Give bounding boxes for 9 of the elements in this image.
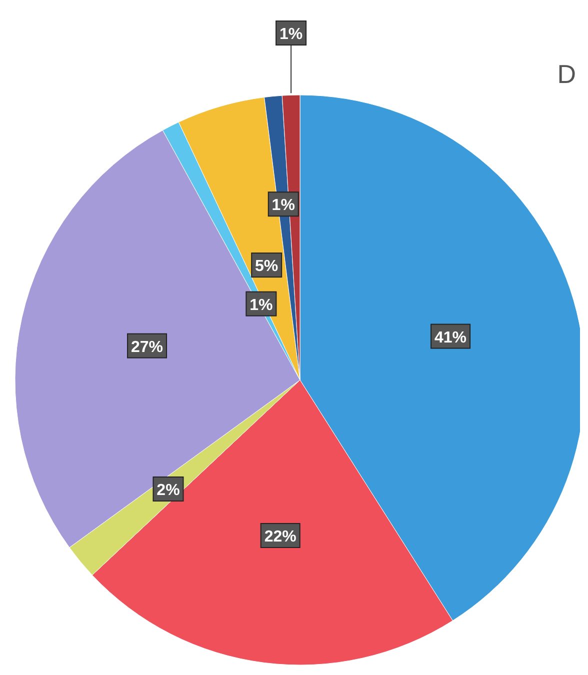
data-label: 5%	[255, 258, 278, 276]
data-label: 1%	[279, 26, 303, 43]
data-label: 22%	[264, 528, 296, 546]
data-label: 2%	[156, 482, 180, 499]
data-label: 1%	[272, 197, 295, 214]
data-label: 27%	[131, 338, 164, 356]
text: D	[557, 59, 576, 89]
data-label: 1%	[250, 296, 273, 314]
data-label: 41%	[434, 329, 467, 346]
